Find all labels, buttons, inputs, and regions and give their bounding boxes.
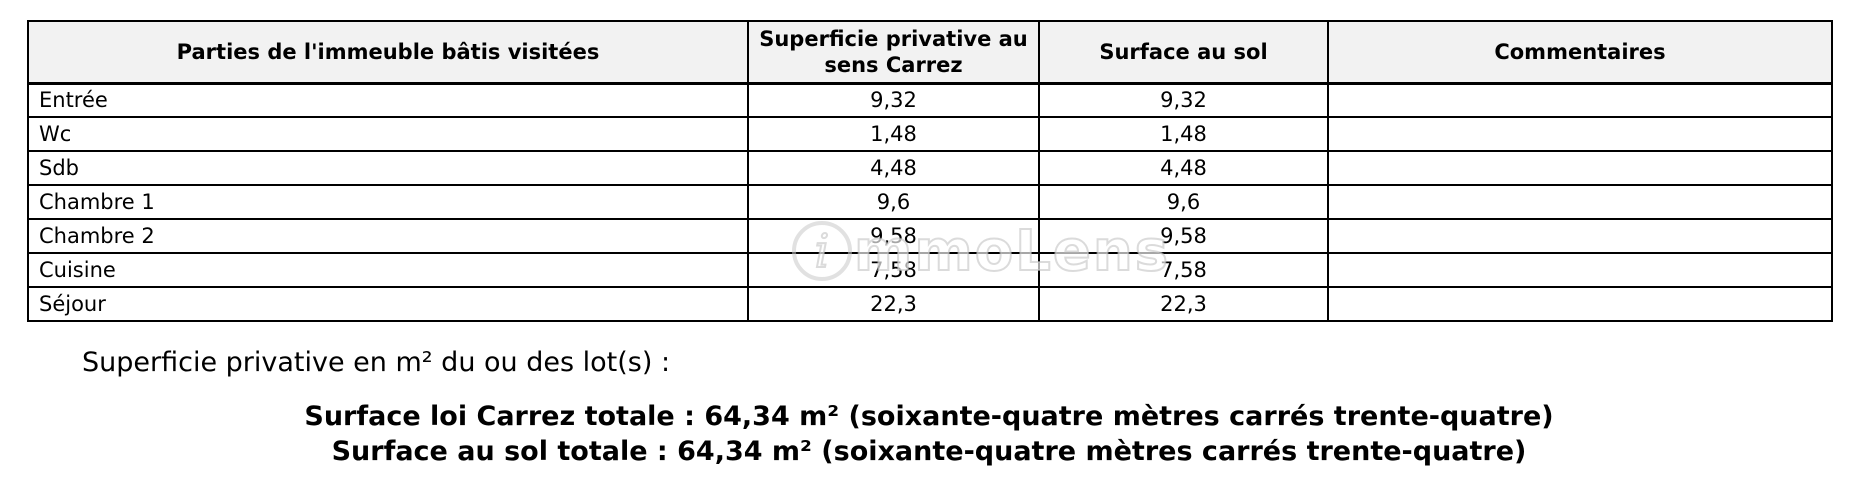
- table-row: Entrée 9,32 9,32: [27, 82, 1833, 118]
- header-row: Parties de l'immeuble bâtis visitées Sup…: [27, 20, 1833, 85]
- cell-room-name: Entrée: [27, 82, 749, 118]
- cell-sol-value: 9,58: [1038, 218, 1329, 254]
- cell-carrez-value: 1,48: [747, 116, 1040, 152]
- cell-room-name: Cuisine: [27, 252, 749, 288]
- cell-room-name: Chambre 2: [27, 218, 749, 254]
- cell-room-name: Chambre 1: [27, 184, 749, 220]
- surface-table: Parties de l'immeuble bâtis visitées Sup…: [27, 20, 1833, 322]
- table-row: Sdb 4,48 4,48: [27, 150, 1833, 186]
- table-row: Cuisine 7,58 7,58: [27, 252, 1833, 288]
- cell-comment: [1327, 116, 1833, 152]
- carrez-total-line: Surface loi Carrez totale : 64,34 m² (so…: [304, 401, 1554, 432]
- cell-comment: [1327, 184, 1833, 220]
- table-row: Chambre 1 9,6 9,6: [27, 184, 1833, 220]
- cell-sol-value: 9,32: [1038, 82, 1329, 118]
- cell-carrez-value: 9,32: [747, 82, 1040, 118]
- cell-sol-value: 22,3: [1038, 286, 1329, 322]
- col-header-comments: Commentaires: [1327, 20, 1833, 85]
- cell-carrez-value: 9,58: [747, 218, 1040, 254]
- cell-comment: [1327, 286, 1833, 322]
- cell-room-name: Séjour: [27, 286, 749, 322]
- totals-block: Surface loi Carrez totale : 64,34 m² (so…: [27, 399, 1831, 469]
- cell-sol-value: 7,58: [1038, 252, 1329, 288]
- col-header-carrez: Superficie privative au sens Carrez: [747, 20, 1040, 85]
- cell-comment: [1327, 150, 1833, 186]
- cell-sol-value: 4,48: [1038, 150, 1329, 186]
- surface-table-header: Parties de l'immeuble bâtis visitées Sup…: [27, 20, 1833, 85]
- col-header-parts: Parties de l'immeuble bâtis visitées: [27, 20, 749, 85]
- cell-comment: [1327, 252, 1833, 288]
- cell-sol-value: 1,48: [1038, 116, 1329, 152]
- cell-carrez-value: 9,6: [747, 184, 1040, 220]
- table-row: Chambre 2 9,58 9,58: [27, 218, 1833, 254]
- sol-total-line: Surface au sol totale : 64,34 m² (soixan…: [331, 436, 1527, 467]
- table-row: Wc 1,48 1,48: [27, 116, 1833, 152]
- cell-sol-value: 9,6: [1038, 184, 1329, 220]
- cell-carrez-value: 22,3: [747, 286, 1040, 322]
- col-header-sol: Surface au sol: [1038, 20, 1329, 85]
- cell-room-name: Wc: [27, 116, 749, 152]
- cell-room-name: Sdb: [27, 150, 749, 186]
- cell-carrez-value: 7,58: [747, 252, 1040, 288]
- table-row: Séjour 22,3 22,3: [27, 286, 1833, 322]
- cell-comment: [1327, 82, 1833, 118]
- surface-table-body: Entrée 9,32 9,32 Wc 1,48 1,48 Sdb 4,48 4…: [27, 82, 1833, 322]
- superficie-privative-label: Superficie privative en m² du ou des lot…: [82, 347, 671, 378]
- cell-comment: [1327, 218, 1833, 254]
- cell-carrez-value: 4,48: [747, 150, 1040, 186]
